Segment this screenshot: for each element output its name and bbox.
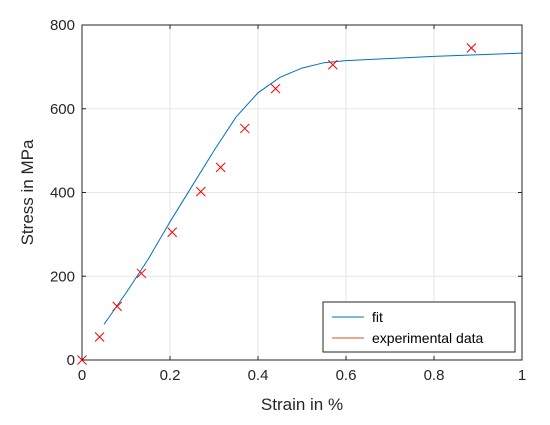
y-tick-label: 200 — [50, 268, 75, 285]
data-point-marker — [112, 301, 123, 312]
legend-box — [322, 301, 516, 353]
fit-line — [103, 52, 523, 325]
x-axis-label: Strain in % — [261, 395, 343, 414]
x-tick-label: 0.8 — [424, 367, 445, 384]
legend-label-experimental-data: experimental data — [372, 330, 484, 346]
x-tick-label: 1 — [518, 367, 526, 384]
data-point-marker — [167, 227, 178, 238]
data-point-marker — [136, 268, 147, 279]
x-tick-label: 0.4 — [248, 367, 269, 384]
data-point-marker — [215, 162, 226, 173]
legend-label-fit: fit — [372, 309, 383, 325]
data-point-marker — [270, 83, 281, 94]
data-point-marker — [195, 186, 206, 197]
y-tick-label: 400 — [50, 185, 75, 202]
axis-ticks: 0 0.2 0.4 0.6 0.8 1 0 200 400 600 800 — [50, 17, 526, 384]
y-tick-label: 800 — [50, 17, 75, 34]
data-point-marker — [466, 43, 477, 53]
y-tick-label: 0 — [67, 352, 75, 369]
series-layer — [77, 43, 523, 365]
data-point-marker — [327, 59, 338, 70]
x-tick-label: 0.6 — [336, 367, 357, 384]
data-point-marker — [239, 123, 250, 134]
data-point-marker — [94, 332, 105, 342]
x-tick-label: 0.2 — [160, 367, 181, 384]
y-axis-label: Stress in MPa — [18, 139, 37, 245]
x-tick-label: 0 — [78, 367, 86, 384]
legend: fit experimental data — [322, 301, 516, 353]
y-tick-label: 600 — [50, 101, 75, 118]
